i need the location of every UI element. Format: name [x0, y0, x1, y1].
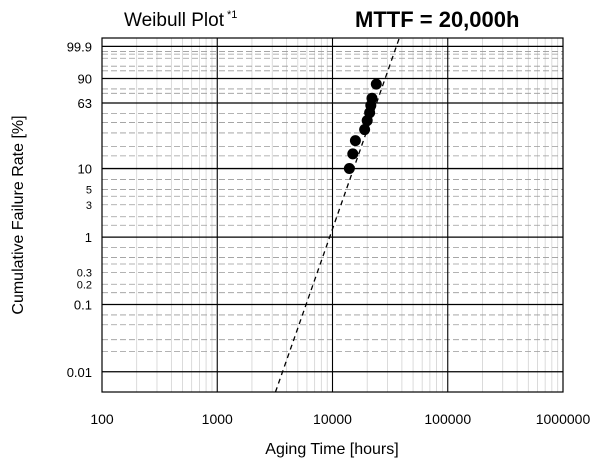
y-tick-label: 0.01 — [67, 365, 92, 380]
y-tick-label: 0.1 — [74, 298, 92, 313]
x-tick-label: 1000000 — [536, 411, 591, 427]
y-tick-label: 10 — [78, 162, 92, 177]
y-tick-label: 3 — [86, 200, 92, 212]
chart-title-superscript: *1 — [227, 9, 237, 21]
weibull-fit-line — [274, 37, 400, 393]
data-point — [349, 135, 361, 147]
major-grid — [102, 38, 563, 392]
data-point — [366, 92, 378, 104]
chart-title-text: Weibull Plot — [124, 10, 225, 31]
y-tick-label: 90 — [78, 71, 92, 86]
x-tick-label: 100000 — [424, 411, 471, 427]
y-axis-label: Cumulative Failure Rate [%] — [10, 115, 27, 314]
y-tick-labels: 0.01 0.1 0.20.3 1 3 5 10 63 90 99.9 — [67, 39, 92, 379]
data-point — [359, 124, 371, 136]
plot-frame — [101, 37, 564, 393]
y-tick-label: 0.2 — [77, 279, 92, 291]
data-point — [370, 78, 382, 90]
y-tick-label: 1 — [85, 230, 92, 245]
data-points — [343, 78, 382, 175]
x-tick-labels: 100 1000 10000 100000 1000000 — [90, 411, 590, 427]
chart-title: Weibull Plot *1 — [124, 9, 237, 31]
y-tick-label: 5 — [86, 185, 92, 197]
y-tick-label: 63 — [78, 96, 92, 111]
x-tick-label: 10000 — [313, 411, 352, 427]
y-tick-label: 99.9 — [67, 39, 92, 54]
x-axis-label: Aging Time [hours] — [265, 441, 398, 458]
fit-layer — [274, 37, 400, 393]
mttf-headline: MTTF = 20,000h — [355, 7, 519, 32]
y-tick-label: 0.3 — [77, 267, 92, 279]
x-tick-label: 1000 — [202, 411, 233, 427]
x-tick-label: 100 — [90, 411, 114, 427]
data-point — [347, 148, 359, 160]
data-point — [343, 163, 355, 175]
